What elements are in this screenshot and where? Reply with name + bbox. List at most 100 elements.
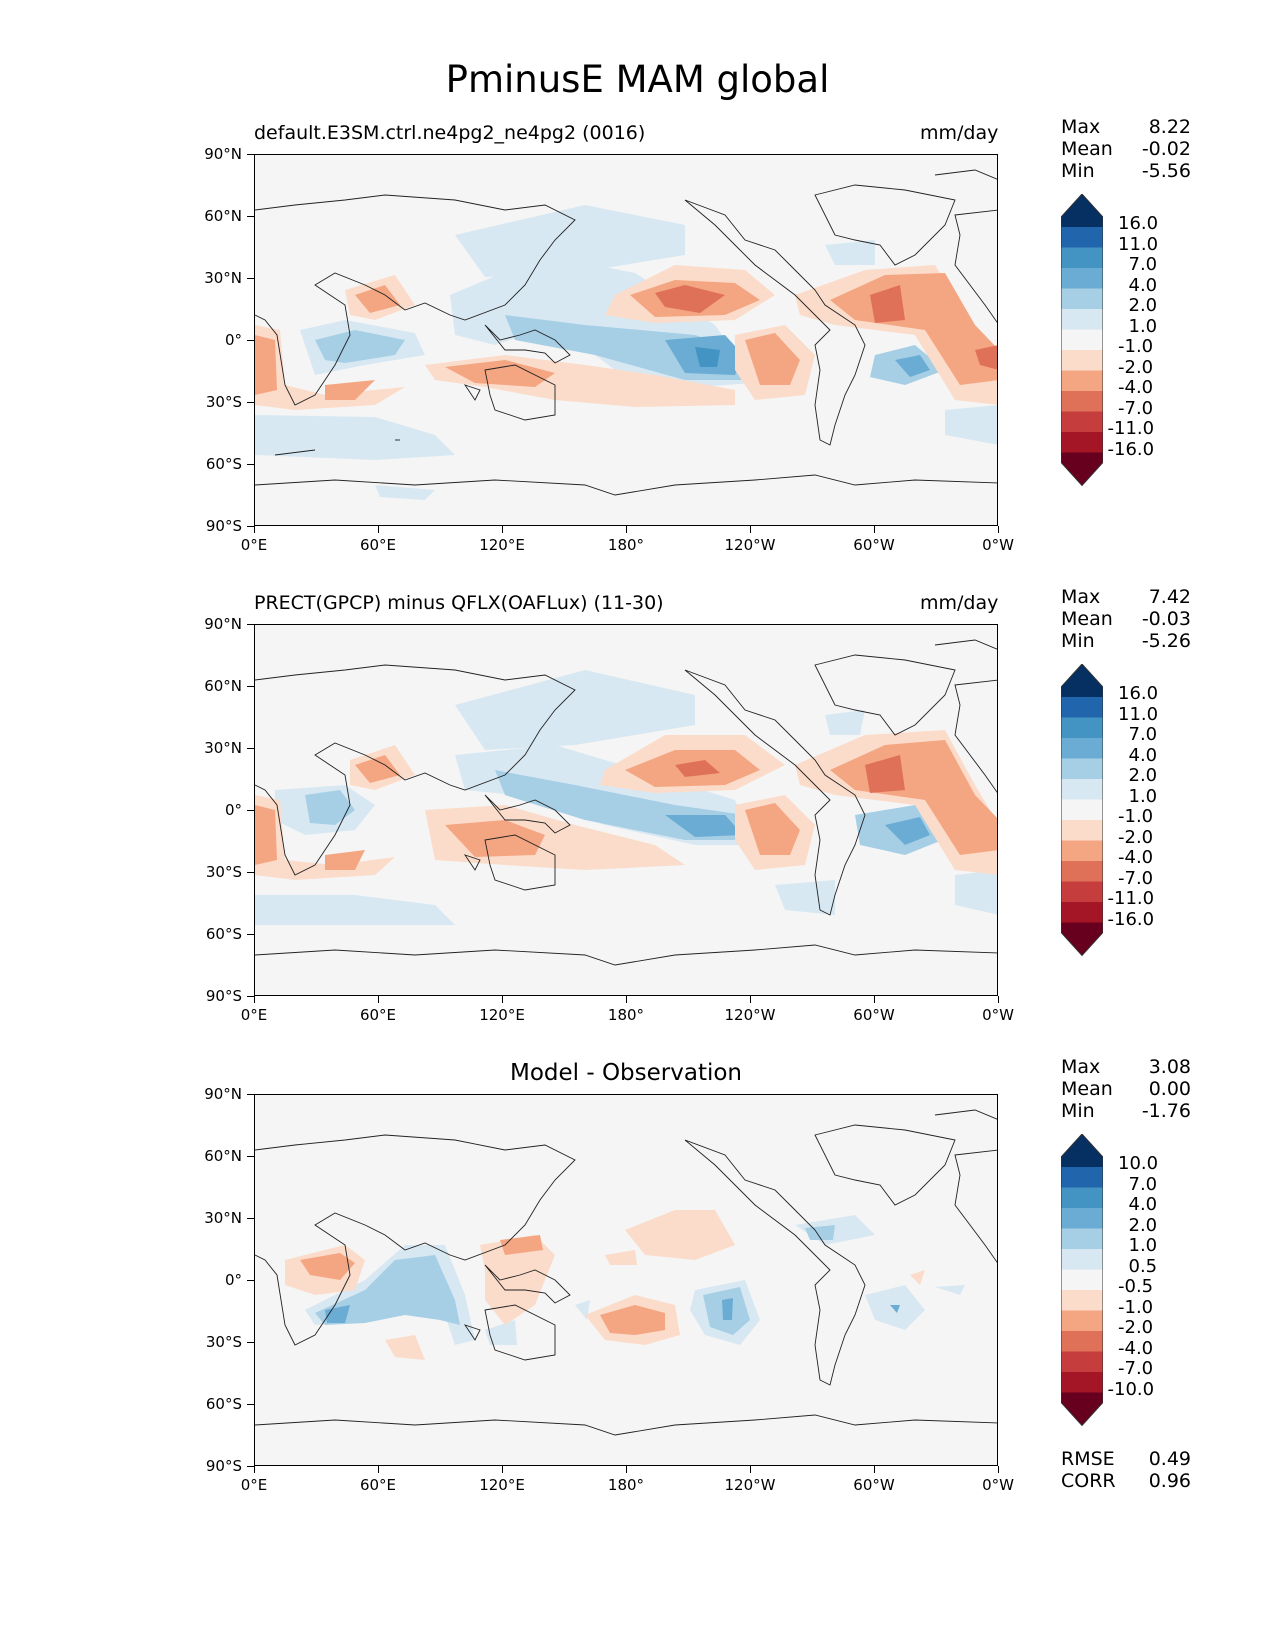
longitude-tick <box>626 526 628 533</box>
latitude-tick-label: 60°N <box>204 207 242 225</box>
contour-fields <box>255 205 997 500</box>
contour-positive <box>805 1225 835 1240</box>
colorbar-segment <box>1061 370 1103 391</box>
longitude-tick-label: 120°E <box>479 536 525 554</box>
contour-positive <box>665 815 743 837</box>
colorbar <box>1061 664 1103 957</box>
colorbar-segment <box>1061 247 1103 268</box>
latitude-tick-label: 60°N <box>204 677 242 695</box>
latitude-tick-label: 30°S <box>205 393 242 411</box>
stat-min: Min -5.56 <box>1061 160 1191 182</box>
colorbar-segment <box>1061 227 1103 248</box>
latitude-tick <box>247 1156 254 1158</box>
colorbar-segment <box>1061 840 1103 861</box>
colorbar-label: 4.0 <box>1128 744 1158 766</box>
panel-title: PRECT(GPCP) minus QFLX(OAFLux) (11-30) <box>254 592 664 614</box>
contour-positive <box>255 895 455 925</box>
colorbar-label: 2.0 <box>1128 765 1158 786</box>
colorbar-label: -11.0 <box>1107 418 1155 439</box>
stat-label: Max <box>1061 586 1101 608</box>
colorbar-segment <box>1061 309 1103 330</box>
contour-positive <box>455 205 685 277</box>
colorbar-segment <box>1061 1351 1103 1372</box>
latitude-tick <box>247 934 254 936</box>
colorbar-segment <box>1061 268 1103 289</box>
colorbar-label: -2.0 <box>1118 1317 1154 1338</box>
colorbar-segment <box>1061 1392 1103 1426</box>
map-plot <box>254 624 998 996</box>
latitude-tick <box>247 1342 254 1344</box>
contour-positive <box>695 347 720 367</box>
colorbar-label: 1.0 <box>1128 785 1158 807</box>
longitude-tick-label: 120°E <box>479 1006 525 1024</box>
latitude-tick <box>247 526 254 528</box>
contour-negative <box>255 795 395 880</box>
stat-rmse: RMSE 0.49 <box>1061 1448 1191 1470</box>
contour-negative <box>355 285 400 313</box>
contour-negative <box>445 360 555 387</box>
stat-label: Mean <box>1061 138 1113 160</box>
stat-max: Max 7.42 <box>1061 586 1191 608</box>
contour-positive <box>775 880 835 915</box>
colorbar-label: -7.0 <box>1118 1358 1154 1379</box>
stat-value: 0.49 <box>1148 1448 1191 1470</box>
contour-negative <box>300 1253 355 1280</box>
colorbar-segment <box>1061 1134 1103 1167</box>
latitude-tick-label: 30°N <box>204 739 242 757</box>
contour-positive <box>945 405 997 445</box>
colorbar-segment <box>1061 329 1103 350</box>
colorbar-label: -11.0 <box>1107 888 1155 909</box>
contour-negative <box>480 1235 555 1325</box>
latitude-tick <box>247 996 254 998</box>
latitude-tick-label: 30°N <box>204 269 242 287</box>
coastlines <box>255 1109 997 1436</box>
contour-negative <box>865 755 905 793</box>
longitude-tick-label: 60°E <box>359 1006 397 1024</box>
contour-negative <box>355 755 400 783</box>
colorbar-segment <box>1061 820 1103 841</box>
stat-max: Max 3.08 <box>1061 1056 1191 1078</box>
colorbar-segment <box>1061 717 1103 738</box>
latitude-tick <box>247 464 254 466</box>
colorbar-segment <box>1061 758 1103 779</box>
longitude-tick-label: 180° <box>607 1006 645 1024</box>
colorbar-segment <box>1061 1269 1103 1290</box>
colorbar <box>1061 1134 1103 1427</box>
stat-value: 8.22 <box>1148 116 1191 138</box>
stat-label: CORR <box>1061 1470 1116 1492</box>
colorbar-label: -0.5 <box>1118 1276 1154 1297</box>
panel-model: default.E3SM.ctrl.ne4pg2_ne4pg2 (0016) m… <box>0 116 1275 624</box>
longitude-tick-label: 120°W <box>724 536 776 554</box>
latitude-tick <box>247 402 254 404</box>
stat-label: RMSE <box>1061 1448 1115 1470</box>
contour-negative <box>870 285 905 323</box>
stat-label: Max <box>1061 1056 1101 1078</box>
longitude-tick-label: 60°W <box>853 536 895 554</box>
longitude-tick-label: 120°W <box>724 1476 776 1494</box>
stat-value: 0.00 <box>1148 1078 1191 1100</box>
contour-positive <box>955 870 997 915</box>
contour-positive <box>885 817 930 845</box>
stat-value: -0.03 <box>1141 608 1191 630</box>
colorbar-segment <box>1061 1187 1103 1208</box>
panel-title: Model - Observation <box>509 1060 743 1086</box>
contour-positive <box>315 330 405 363</box>
stat-label: Mean <box>1061 1078 1113 1100</box>
colorbar-segment <box>1061 411 1103 432</box>
colorbar-label: -10.0 <box>1107 1378 1155 1400</box>
stats-block: Max 8.22 Mean -0.02 Min -5.56 <box>1061 116 1191 182</box>
latitude-tick <box>247 624 254 626</box>
colorbar-segment <box>1061 1372 1103 1393</box>
colorbar-label: 11.0 <box>1118 233 1159 255</box>
latitude-tick-label: 90°N <box>204 1085 242 1103</box>
longitude-tick-label: 180° <box>607 1476 645 1494</box>
stat-value: 0.96 <box>1148 1470 1191 1492</box>
colorbar-label: 7.0 <box>1128 724 1158 745</box>
contour-negative <box>625 1210 735 1260</box>
contour-negative <box>910 1270 925 1285</box>
colorbar-segment <box>1061 350 1103 371</box>
longitude-tick-label: 0°E <box>240 536 268 554</box>
colorbar-label: -1.0 <box>1118 806 1154 827</box>
colorbar-segment <box>1061 902 1103 923</box>
